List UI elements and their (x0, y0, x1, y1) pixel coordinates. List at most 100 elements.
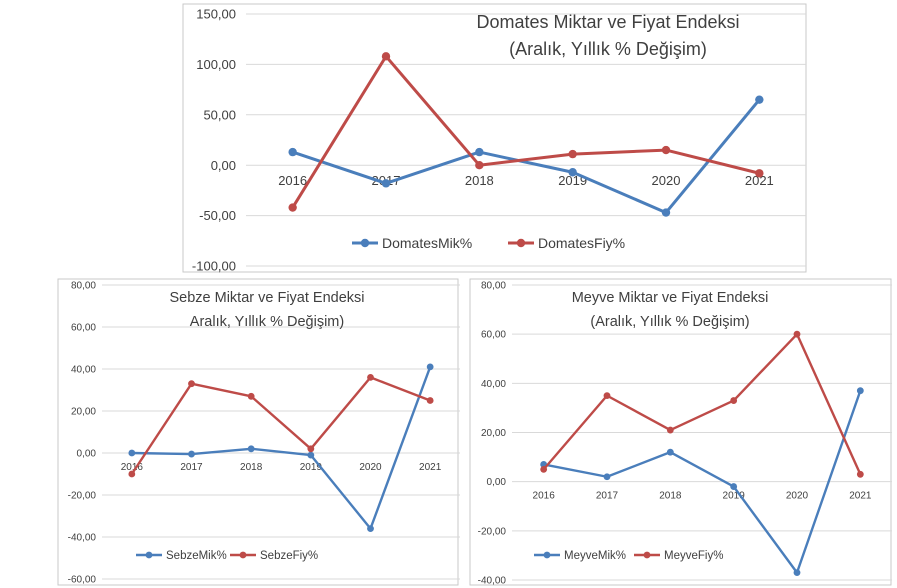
y-tick-label: -40,00 (478, 576, 507, 587)
data-point (603, 392, 611, 400)
data-point (307, 451, 315, 459)
legend-label: SebzeFiy% (260, 550, 318, 562)
series-line (131, 366, 432, 530)
data-point (367, 525, 374, 532)
data-point (856, 470, 864, 478)
data-point (603, 473, 611, 481)
x-tick-label: 2018 (465, 173, 494, 188)
y-tick-label: -100,00 (192, 259, 236, 274)
data-point (793, 569, 801, 577)
x-tick-label: 2021 (419, 462, 442, 473)
data-point (666, 426, 674, 434)
x-tick-label: 2016 (121, 462, 144, 473)
data-point (475, 161, 484, 170)
data-point (128, 449, 136, 457)
series-line (542, 332, 862, 475)
chart-title: Meyve Miktar ve Fiyat Endeksi (572, 290, 769, 306)
legend-label: SebzeMik% (166, 550, 227, 562)
data-point (856, 387, 864, 395)
data-point (755, 95, 764, 104)
x-tick-label: 2017 (180, 462, 203, 473)
data-point (128, 470, 136, 478)
x-tick-label: 2016 (533, 491, 556, 502)
legend-label: DomatesFiy% (538, 235, 625, 251)
data-point (381, 52, 391, 61)
data-point (568, 168, 577, 177)
data-point (540, 465, 548, 473)
chart-frame (57, 278, 459, 586)
data-point (730, 397, 738, 404)
x-tick-label: 2017 (596, 491, 619, 502)
x-tick-label: 2016 (278, 173, 307, 188)
y-tick-label: 0,00 (77, 449, 97, 460)
x-tick-label: 2021 (745, 173, 774, 188)
chart-subtitle: (Aralık, Yıllık % Değişim) (509, 39, 707, 59)
chart-svg: -60,00 -40,00 -20,00 0,00 20,00 40,00 60,00 80,… (57, 278, 460, 586)
x-tick-label: 2020 (652, 173, 681, 188)
y-tick-label: -50,00 (199, 208, 236, 223)
data-point (426, 363, 434, 371)
data-point (367, 374, 374, 381)
legend-marker (643, 551, 651, 559)
data-point (288, 147, 297, 157)
legend-label: DomatesMik% (382, 235, 472, 251)
data-point (307, 445, 315, 453)
data-point (247, 392, 255, 400)
y-tick-label: 40,00 (481, 379, 506, 390)
x-tick-label: 2018 (240, 462, 263, 473)
data-point (568, 149, 577, 159)
data-point (188, 380, 195, 388)
y-tick-label: -20,00 (478, 526, 507, 537)
series-line (543, 390, 862, 574)
data-point (288, 203, 297, 212)
y-tick-label: -20,00 (68, 491, 97, 502)
data-point (188, 450, 195, 458)
chart-frame (182, 3, 807, 273)
series-line (292, 98, 761, 215)
y-tick-label: 80,00 (481, 281, 506, 292)
chart-subtitle: (Aralık, Yıllık % Değişim) (590, 314, 749, 330)
legend-label: MeyveMik% (564, 550, 626, 562)
y-tick-label: 80,00 (71, 281, 96, 292)
sebze-chart: -60,00 -40,00 -20,00 0,00 20,00 40,00 60,00 80,… (0, 278, 464, 588)
data-point (755, 169, 764, 178)
y-tick-label: -40,00 (68, 533, 97, 544)
legend-marker (543, 551, 551, 559)
x-tick-label: 2020 (359, 462, 382, 473)
data-point (793, 330, 801, 338)
y-tick-label: 50,00 (203, 107, 236, 122)
legend-label: MeyveFiy% (664, 550, 723, 562)
data-point (661, 208, 671, 217)
chart-title: Sebze Miktar ve Fiyat Endeksi (169, 290, 364, 306)
meyve-chart: -40,00 -20,00 0,00 20,00 40,00 60,00 80,00 2016… (464, 278, 897, 588)
x-tick-label: 2019 (723, 491, 746, 502)
legend-marker (360, 238, 370, 248)
data-point (661, 145, 671, 155)
data-point (730, 483, 738, 490)
y-tick-label: 40,00 (71, 365, 96, 376)
y-tick-label: -60,00 (68, 575, 97, 586)
legend-marker (516, 238, 526, 248)
y-tick-label: 20,00 (481, 428, 506, 439)
domates-chart: -100,00 -50,00 0,00 50,00 100,00 150,00 2016 20… (0, 0, 897, 278)
x-tick-label: 2019 (300, 462, 323, 473)
y-tick-label: 60,00 (71, 323, 96, 334)
chart-svg: -40,00 -20,00 0,00 20,00 40,00 60,00 80,00 2016… (469, 278, 892, 587)
data-point (426, 397, 434, 404)
data-point (381, 179, 391, 188)
data-point (666, 448, 674, 456)
x-tick-label: 2018 (659, 491, 682, 502)
y-tick-label: 0,00 (487, 477, 507, 488)
y-tick-label: 60,00 (481, 330, 506, 341)
y-tick-label: 100,00 (196, 57, 236, 72)
legend-marker (239, 551, 247, 559)
x-tick-label: 2021 (849, 491, 872, 502)
data-point (247, 445, 255, 453)
series-line (291, 54, 760, 209)
chart-subtitle: Aralık, Yıllık % Değişim) (190, 314, 344, 330)
y-tick-label: 0,00 (211, 158, 236, 173)
data-point (475, 147, 484, 157)
series-line (130, 376, 431, 475)
x-tick-label: 2020 (786, 491, 809, 502)
chart-svg: -100,00 -50,00 0,00 50,00 100,00 150,00 2016 20… (182, 3, 807, 274)
